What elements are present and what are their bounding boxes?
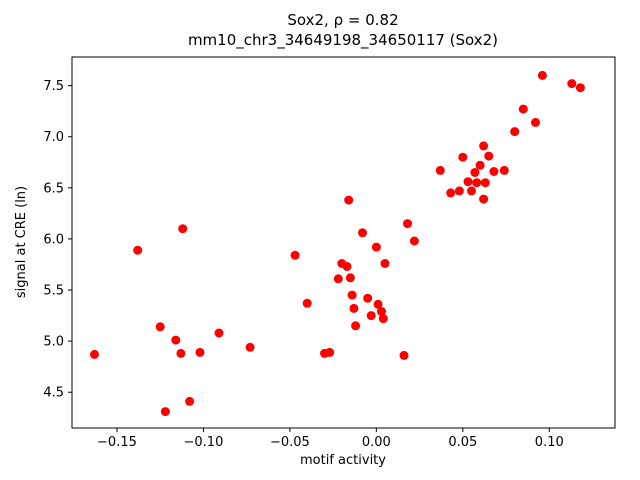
- y-tick-label: 7.0: [43, 130, 64, 145]
- y-tick-label: 6.5: [43, 181, 64, 196]
- data-point: [347, 290, 357, 300]
- data-point: [214, 328, 224, 338]
- data-point: [371, 242, 381, 252]
- data-point: [351, 321, 361, 331]
- data-point: [575, 83, 585, 93]
- x-tick-label: 0.10: [535, 435, 564, 450]
- data-point: [377, 307, 386, 316]
- data-point: [160, 407, 170, 417]
- data-point: [349, 303, 359, 313]
- data-point: [489, 167, 499, 176]
- x-tick-label: −0.10: [184, 435, 224, 450]
- data-point: [378, 314, 388, 324]
- data-point: [380, 259, 390, 268]
- data-point: [467, 186, 476, 196]
- data-point: [480, 178, 490, 188]
- data-point: [470, 168, 480, 177]
- y-axis-label: signal at CRE (ln): [14, 186, 29, 298]
- data-point: [133, 245, 143, 255]
- data-point: [567, 79, 577, 89]
- data-point: [531, 117, 540, 127]
- data-point: [484, 151, 494, 161]
- data-point: [479, 194, 489, 204]
- data-point: [472, 178, 482, 188]
- data-point: [435, 165, 445, 175]
- y-tick-label: 5.5: [43, 284, 64, 299]
- data-point: [195, 347, 205, 357]
- data-point: [537, 70, 547, 80]
- data-point: [399, 350, 409, 360]
- data-point: [446, 188, 456, 198]
- plot-area: [71, 56, 616, 429]
- y-tick-label: 6.0: [43, 232, 64, 247]
- data-point: [302, 298, 312, 308]
- chart-subtitle: mm10_chr3_34649198_34650117 (Sox2): [188, 31, 498, 50]
- data-point: [458, 152, 468, 162]
- x-tick-label: −0.15: [97, 435, 137, 450]
- data-point: [290, 250, 300, 260]
- axis-ticks: −0.15 −0.10 −0.05 0.00 0.05 0.10 4.5 5.0 5.5 6.0 6…: [43, 79, 563, 450]
- data-point: [171, 335, 181, 345]
- chart-title: Sox2, ρ = 0.82: [287, 11, 398, 29]
- data-point: [366, 311, 376, 321]
- x-tick-label: 0.00: [362, 435, 391, 450]
- data-point: [479, 141, 489, 151]
- data-point: [475, 160, 485, 170]
- data-point: [345, 273, 355, 283]
- data-point: [358, 228, 367, 238]
- data-point: [245, 342, 255, 352]
- data-point: [325, 347, 335, 357]
- data-point: [155, 322, 165, 332]
- x-axis-label: motif activity: [300, 453, 386, 468]
- data-points: [90, 70, 585, 417]
- data-point: [373, 299, 383, 309]
- data-point: [344, 195, 354, 205]
- data-point: [342, 262, 352, 271]
- x-tick-label: 0.05: [448, 435, 477, 450]
- y-tick-label: 4.5: [43, 386, 64, 401]
- y-tick-label: 5.0: [43, 335, 64, 350]
- data-point: [185, 396, 195, 406]
- data-point: [463, 177, 473, 187]
- data-point: [403, 219, 412, 229]
- data-point: [518, 104, 528, 114]
- data-point: [90, 349, 99, 359]
- data-point: [333, 274, 343, 284]
- data-point: [510, 127, 520, 137]
- data-point: [499, 165, 509, 175]
- data-point: [178, 224, 188, 234]
- x-tick-label: −0.05: [270, 435, 310, 450]
- data-point: [454, 186, 464, 196]
- data-point: [409, 236, 419, 246]
- data-point: [176, 348, 186, 358]
- data-point: [363, 293, 373, 303]
- y-tick-label: 7.5: [43, 79, 64, 94]
